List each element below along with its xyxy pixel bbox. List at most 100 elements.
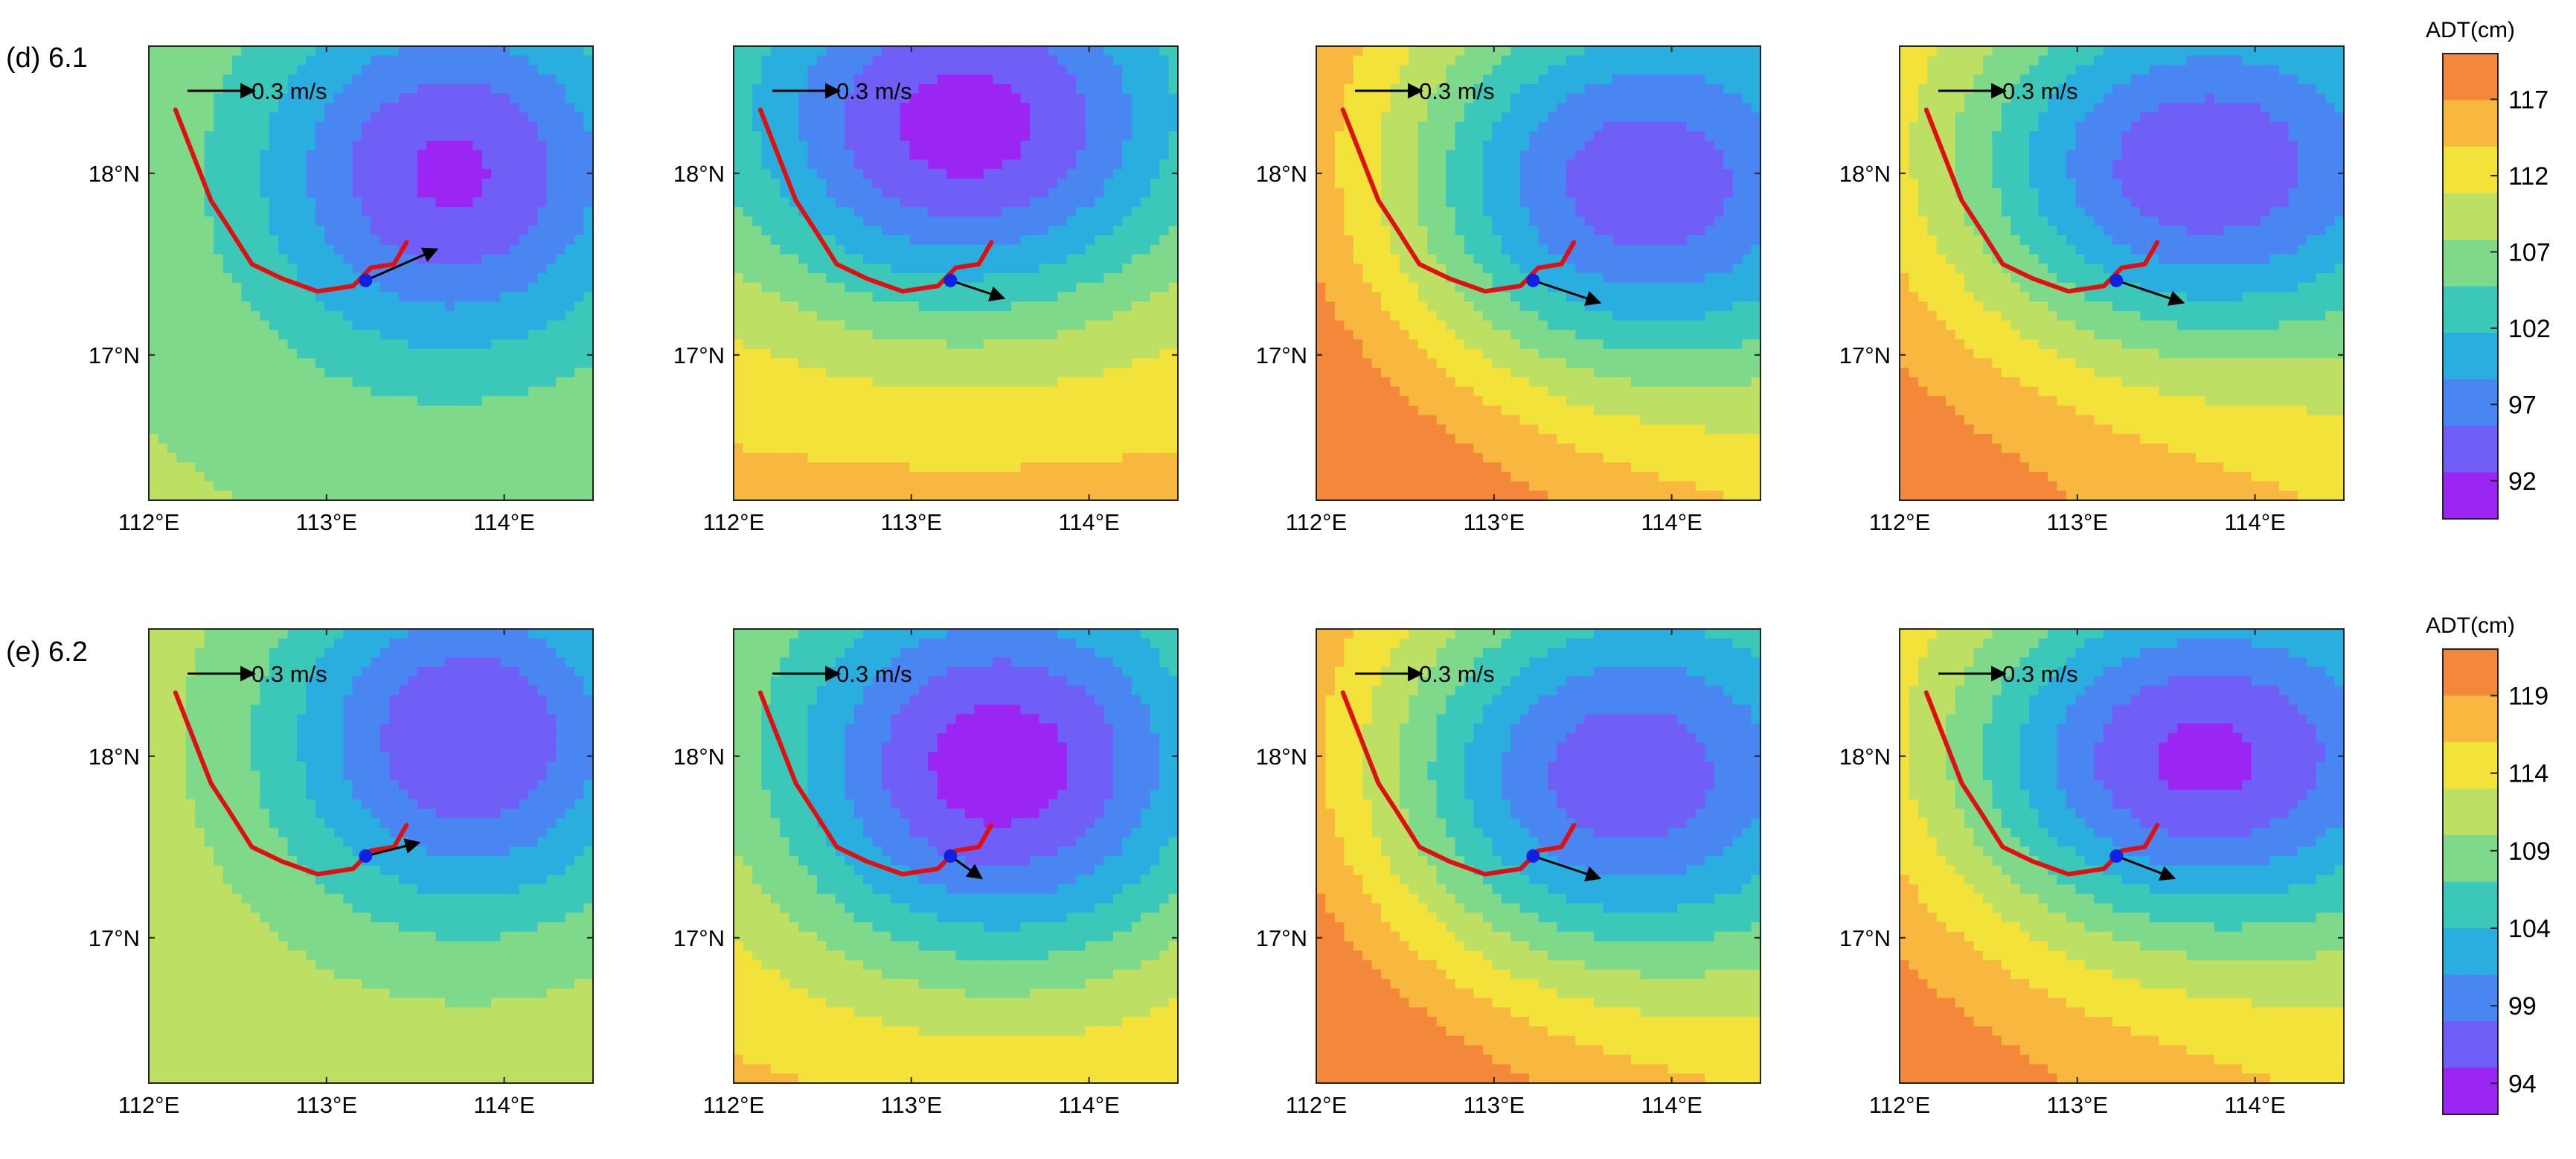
y-tick-label: 17°N — [1256, 342, 1307, 368]
drifter-position — [943, 273, 958, 287]
drifter-track — [1340, 107, 1577, 294]
velocity-arrow — [365, 838, 421, 858]
x-tick-label: 114°E — [2224, 509, 2286, 535]
adt-field — [1900, 629, 2344, 1083]
row-label-e: (e) 6.2 — [6, 636, 88, 668]
scale-arrow-label: 0.3 m/s — [1419, 78, 1495, 104]
drifter-track — [1923, 107, 2160, 294]
y-tick-label: 18°N — [1839, 161, 1891, 187]
velocity-arrow — [949, 279, 1006, 301]
scale-arrow-label: 0.3 m/s — [251, 78, 327, 104]
colorbar-e: ADT(cm) 119 114 109 104 99 94 — [2426, 613, 2551, 1115]
x-tick-label: 113°E — [296, 1092, 358, 1118]
x-tick-label: 114°E — [1641, 1092, 1702, 1118]
scale-arrow-label: 0.3 m/s — [836, 661, 912, 687]
y-tick-label: 17°N — [89, 925, 140, 951]
drifter-position — [943, 849, 958, 863]
y-tick-label: 17°N — [673, 342, 725, 368]
colorbar-tick-label: 104 — [2508, 915, 2551, 943]
x-tick-label: 113°E — [1464, 1092, 1525, 1118]
drifter-position — [1526, 849, 1540, 863]
colorbar-d: ADT(cm) 117 112 107 102 97 92 — [2426, 18, 2551, 520]
velocity-arrow — [2115, 855, 2176, 881]
panel-d-2: 112°E 113°E 114°E 18°N 17°N 0.3 m/s — [673, 45, 1179, 535]
panel-frame — [733, 45, 1179, 501]
velocity-arrow — [2115, 279, 2185, 306]
x-tick-label: 112°E — [118, 509, 180, 535]
y-tick-label: 18°N — [673, 744, 725, 770]
y-tick-label: 17°N — [89, 342, 140, 368]
panel-e-3: 112°E 113°E 114°E 18°N 17°N 0.3 m/s — [1256, 628, 1761, 1118]
panel-frame — [148, 628, 594, 1084]
panel-frame — [1899, 45, 2345, 501]
drifter-track — [1923, 690, 2160, 877]
x-tick-label: 112°E — [118, 1092, 180, 1118]
x-tick-label: 114°E — [2224, 1092, 2286, 1118]
x-tick-label: 114°E — [1058, 509, 1120, 535]
drifter-position — [359, 849, 373, 863]
drifter-position — [1526, 273, 1540, 287]
colorbar-tick-label: 119 — [2508, 683, 2548, 711]
scale-arrow-label: 0.3 m/s — [1419, 661, 1495, 687]
velocity-arrow — [1532, 279, 1602, 306]
x-tick-label: 112°E — [703, 1092, 765, 1118]
adt-field — [149, 46, 593, 500]
colorbar-tick-label: 99 — [2508, 992, 2537, 1021]
drifter-position — [2109, 273, 2124, 287]
adt-field — [734, 629, 1178, 1083]
panel-frame — [733, 628, 1179, 1084]
y-tick-label: 17°N — [1839, 342, 1891, 368]
colorbar-tick-label: 109 — [2508, 837, 2551, 866]
scale-arrow-label: 0.3 m/s — [251, 661, 327, 687]
x-tick-label: 112°E — [703, 509, 765, 535]
drifter-track — [757, 690, 994, 877]
y-tick-label: 17°N — [1256, 925, 1307, 951]
y-tick-label: 17°N — [1839, 925, 1891, 951]
velocity-arrow — [365, 247, 439, 282]
drifter-position — [2109, 849, 2124, 863]
x-tick-label: 113°E — [1464, 509, 1525, 535]
panel-d-1: 112°E 113°E 114°E 18°N 17°N 0.3 m/s — [89, 45, 594, 535]
y-tick-label: 18°N — [673, 161, 725, 187]
drifter-track — [173, 690, 409, 877]
x-tick-label: 112°E — [1286, 1092, 1348, 1118]
colorbar-title: ADT(cm) — [2426, 18, 2515, 42]
x-tick-label: 114°E — [473, 509, 535, 535]
colorbar-tick-label: 107 — [2508, 238, 2551, 266]
scale-arrow-label: 0.3 m/s — [2002, 661, 2078, 687]
adt-field — [1900, 46, 2344, 500]
x-tick-label: 112°E — [1286, 509, 1348, 535]
panel-frame — [1899, 628, 2345, 1084]
adt-field — [149, 629, 593, 1083]
y-tick-label: 17°N — [673, 925, 725, 951]
panel-frame — [148, 45, 594, 501]
drifter-track — [173, 107, 409, 294]
y-tick-label: 18°N — [1839, 744, 1891, 770]
panel-e-4: 112°E 113°E 114°E 18°N 17°N 0.3 m/s — [1839, 628, 2345, 1118]
colorbar-tick-label: 97 — [2508, 391, 2537, 419]
row-label-d: (d) 6.1 — [6, 42, 88, 74]
scale-arrow-label: 0.3 m/s — [836, 78, 912, 104]
x-tick-label: 113°E — [2047, 1092, 2109, 1118]
scale-arrow-label: 0.3 m/s — [2002, 78, 2078, 104]
adt-field — [1316, 629, 1760, 1083]
x-tick-label: 112°E — [1869, 1092, 1931, 1118]
y-tick-label: 18°N — [1256, 744, 1307, 770]
x-tick-label: 113°E — [2047, 509, 2109, 535]
x-tick-label: 113°E — [881, 509, 943, 535]
panel-e-1: 112°E 113°E 114°E 18°N 17°N 0.3 m/s — [89, 628, 594, 1118]
colorbar-tick-label: 92 — [2508, 467, 2537, 496]
panel-d-4: 112°E 113°E 114°E 18°N 17°N 0.3 m/s — [1839, 45, 2345, 535]
colorbar-tick-label: 102 — [2508, 315, 2551, 343]
drifter-track — [757, 107, 994, 294]
colorbar-title: ADT(cm) — [2426, 613, 2515, 638]
colorbar-tick-label: 112 — [2508, 162, 2548, 191]
x-tick-label: 114°E — [473, 1092, 535, 1118]
adt-field — [734, 46, 1178, 500]
x-tick-label: 114°E — [1641, 509, 1702, 535]
y-tick-label: 18°N — [89, 161, 140, 187]
y-tick-label: 18°N — [1256, 161, 1307, 187]
x-tick-label: 113°E — [881, 1092, 943, 1118]
velocity-arrow — [1532, 855, 1602, 881]
x-tick-label: 114°E — [1058, 1092, 1120, 1118]
